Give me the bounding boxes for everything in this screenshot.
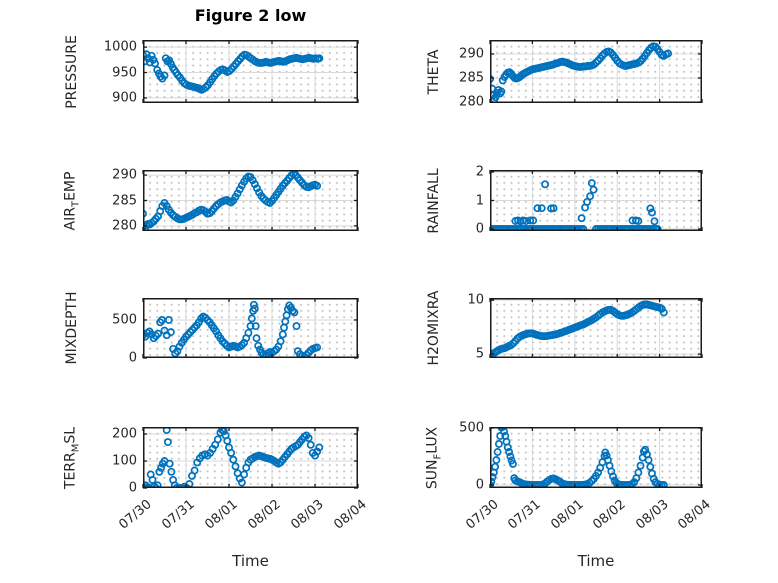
y-axis-label-mixdepth: MIXDEPTH xyxy=(64,291,80,365)
y-axis-label-terrmsl: TERRMSL xyxy=(62,426,82,489)
x-tick-label: 07/31 xyxy=(159,497,198,533)
plot-box xyxy=(142,427,359,489)
data-markers xyxy=(490,300,668,358)
x-tick-label: 08/04 xyxy=(675,497,714,533)
figure-title: Figure 2 low xyxy=(194,6,307,25)
x-tick-label: 08/02 xyxy=(245,497,284,533)
data-markers xyxy=(143,300,322,358)
plot-box xyxy=(489,170,703,231)
plot-svg xyxy=(489,427,703,488)
x-tick-label: 08/01 xyxy=(202,497,241,533)
y-tick-label: 10 xyxy=(467,292,484,308)
x-tick-label: 08/03 xyxy=(632,497,672,533)
plot-svg xyxy=(142,427,359,489)
subplot-rainfall: 0 1 2 RAINFALL xyxy=(426,164,703,237)
plot-svg xyxy=(142,298,359,359)
subplot-airtemp: 280 285 290 AIRTEMP xyxy=(63,168,359,233)
y-tick-label: 950 xyxy=(112,65,137,81)
y-tick-label: 0 xyxy=(128,480,137,496)
y-tick-label: 100 xyxy=(112,453,137,469)
plot-svg xyxy=(142,40,359,103)
x-tick-label: 08/03 xyxy=(288,497,327,533)
plot-box xyxy=(489,40,703,103)
y-tick-label: 200 xyxy=(112,426,137,442)
subplot-theta: 280 285 290 THETA xyxy=(426,40,703,110)
x-tick-label: 07/30 xyxy=(463,497,502,533)
plot-box xyxy=(489,298,703,358)
subplot-h2omixra: 5 10 H2OMIXRA xyxy=(426,291,703,366)
plot-svg xyxy=(489,40,703,103)
y-tick-label: 900 xyxy=(112,90,137,106)
time-axis-label-right: Time xyxy=(577,552,615,570)
data-markers xyxy=(143,50,324,94)
x-tick-label: 08/01 xyxy=(548,497,587,533)
data-markers xyxy=(490,42,673,103)
x-tick-label: 08/02 xyxy=(590,497,629,533)
x-tick-label: 08/04 xyxy=(331,497,370,533)
y-tick-label: 0 xyxy=(475,221,484,237)
y-tick-label: 280 xyxy=(459,94,484,110)
y-tick-label: 2 xyxy=(475,164,484,180)
subplot-mixdepth: 0 500 MIXDEPTH xyxy=(64,292,359,366)
y-tick-label: 1 xyxy=(475,193,484,208)
subplot-pressure: 900 950 1000 PRESSURE xyxy=(64,35,359,108)
plot-box xyxy=(142,170,359,231)
subplot-sunflux: 0 500 SUNFLUX 07/30 07/31 08/01 08/02 08/03 08/0… xyxy=(425,421,714,533)
x-tick-label: 07/30 xyxy=(116,497,155,533)
y-tick-label: 285 xyxy=(459,70,484,86)
time-axis-label-left: Time xyxy=(232,552,269,570)
y-tick-label: 5 xyxy=(475,346,484,362)
plot-box xyxy=(142,40,359,103)
plot-svg xyxy=(489,170,703,231)
y-tick-label: 1000 xyxy=(103,39,137,55)
plot-svg xyxy=(489,298,703,358)
y-tick-label: 290 xyxy=(112,167,137,183)
y-tick-label: 500 xyxy=(112,312,137,328)
y-axis-label-sunflux: SUNFLUX xyxy=(424,426,444,489)
y-tick-label: 285 xyxy=(112,193,137,208)
y-tick-label: 0 xyxy=(475,477,484,493)
x-tick-label: 07/31 xyxy=(505,497,545,533)
plot-box xyxy=(489,427,703,488)
y-axis-label-airtemp: AIRTEMP xyxy=(62,171,82,230)
y-axis-label-rainfall: RAINFALL xyxy=(426,167,442,234)
data-markers xyxy=(490,179,662,231)
plot-box xyxy=(142,298,359,359)
y-axis-label-pressure: PRESSURE xyxy=(64,34,80,109)
data-markers xyxy=(143,427,324,488)
y-tick-label: 280 xyxy=(112,218,137,234)
y-axis-label-theta: THETA xyxy=(426,49,442,94)
y-tick-label: 500 xyxy=(459,420,484,436)
data-markers xyxy=(490,427,668,488)
y-tick-label: 0 xyxy=(128,350,137,366)
plot-svg xyxy=(142,170,359,231)
subplot-terrmsl: 0 100 200 TERRMSL 07/30 07/31 08/01 08/02 08/03 0… xyxy=(63,426,370,532)
y-tick-label: 290 xyxy=(459,46,484,62)
y-axis-label-h2omixra: H2OMIXRA xyxy=(426,290,442,366)
